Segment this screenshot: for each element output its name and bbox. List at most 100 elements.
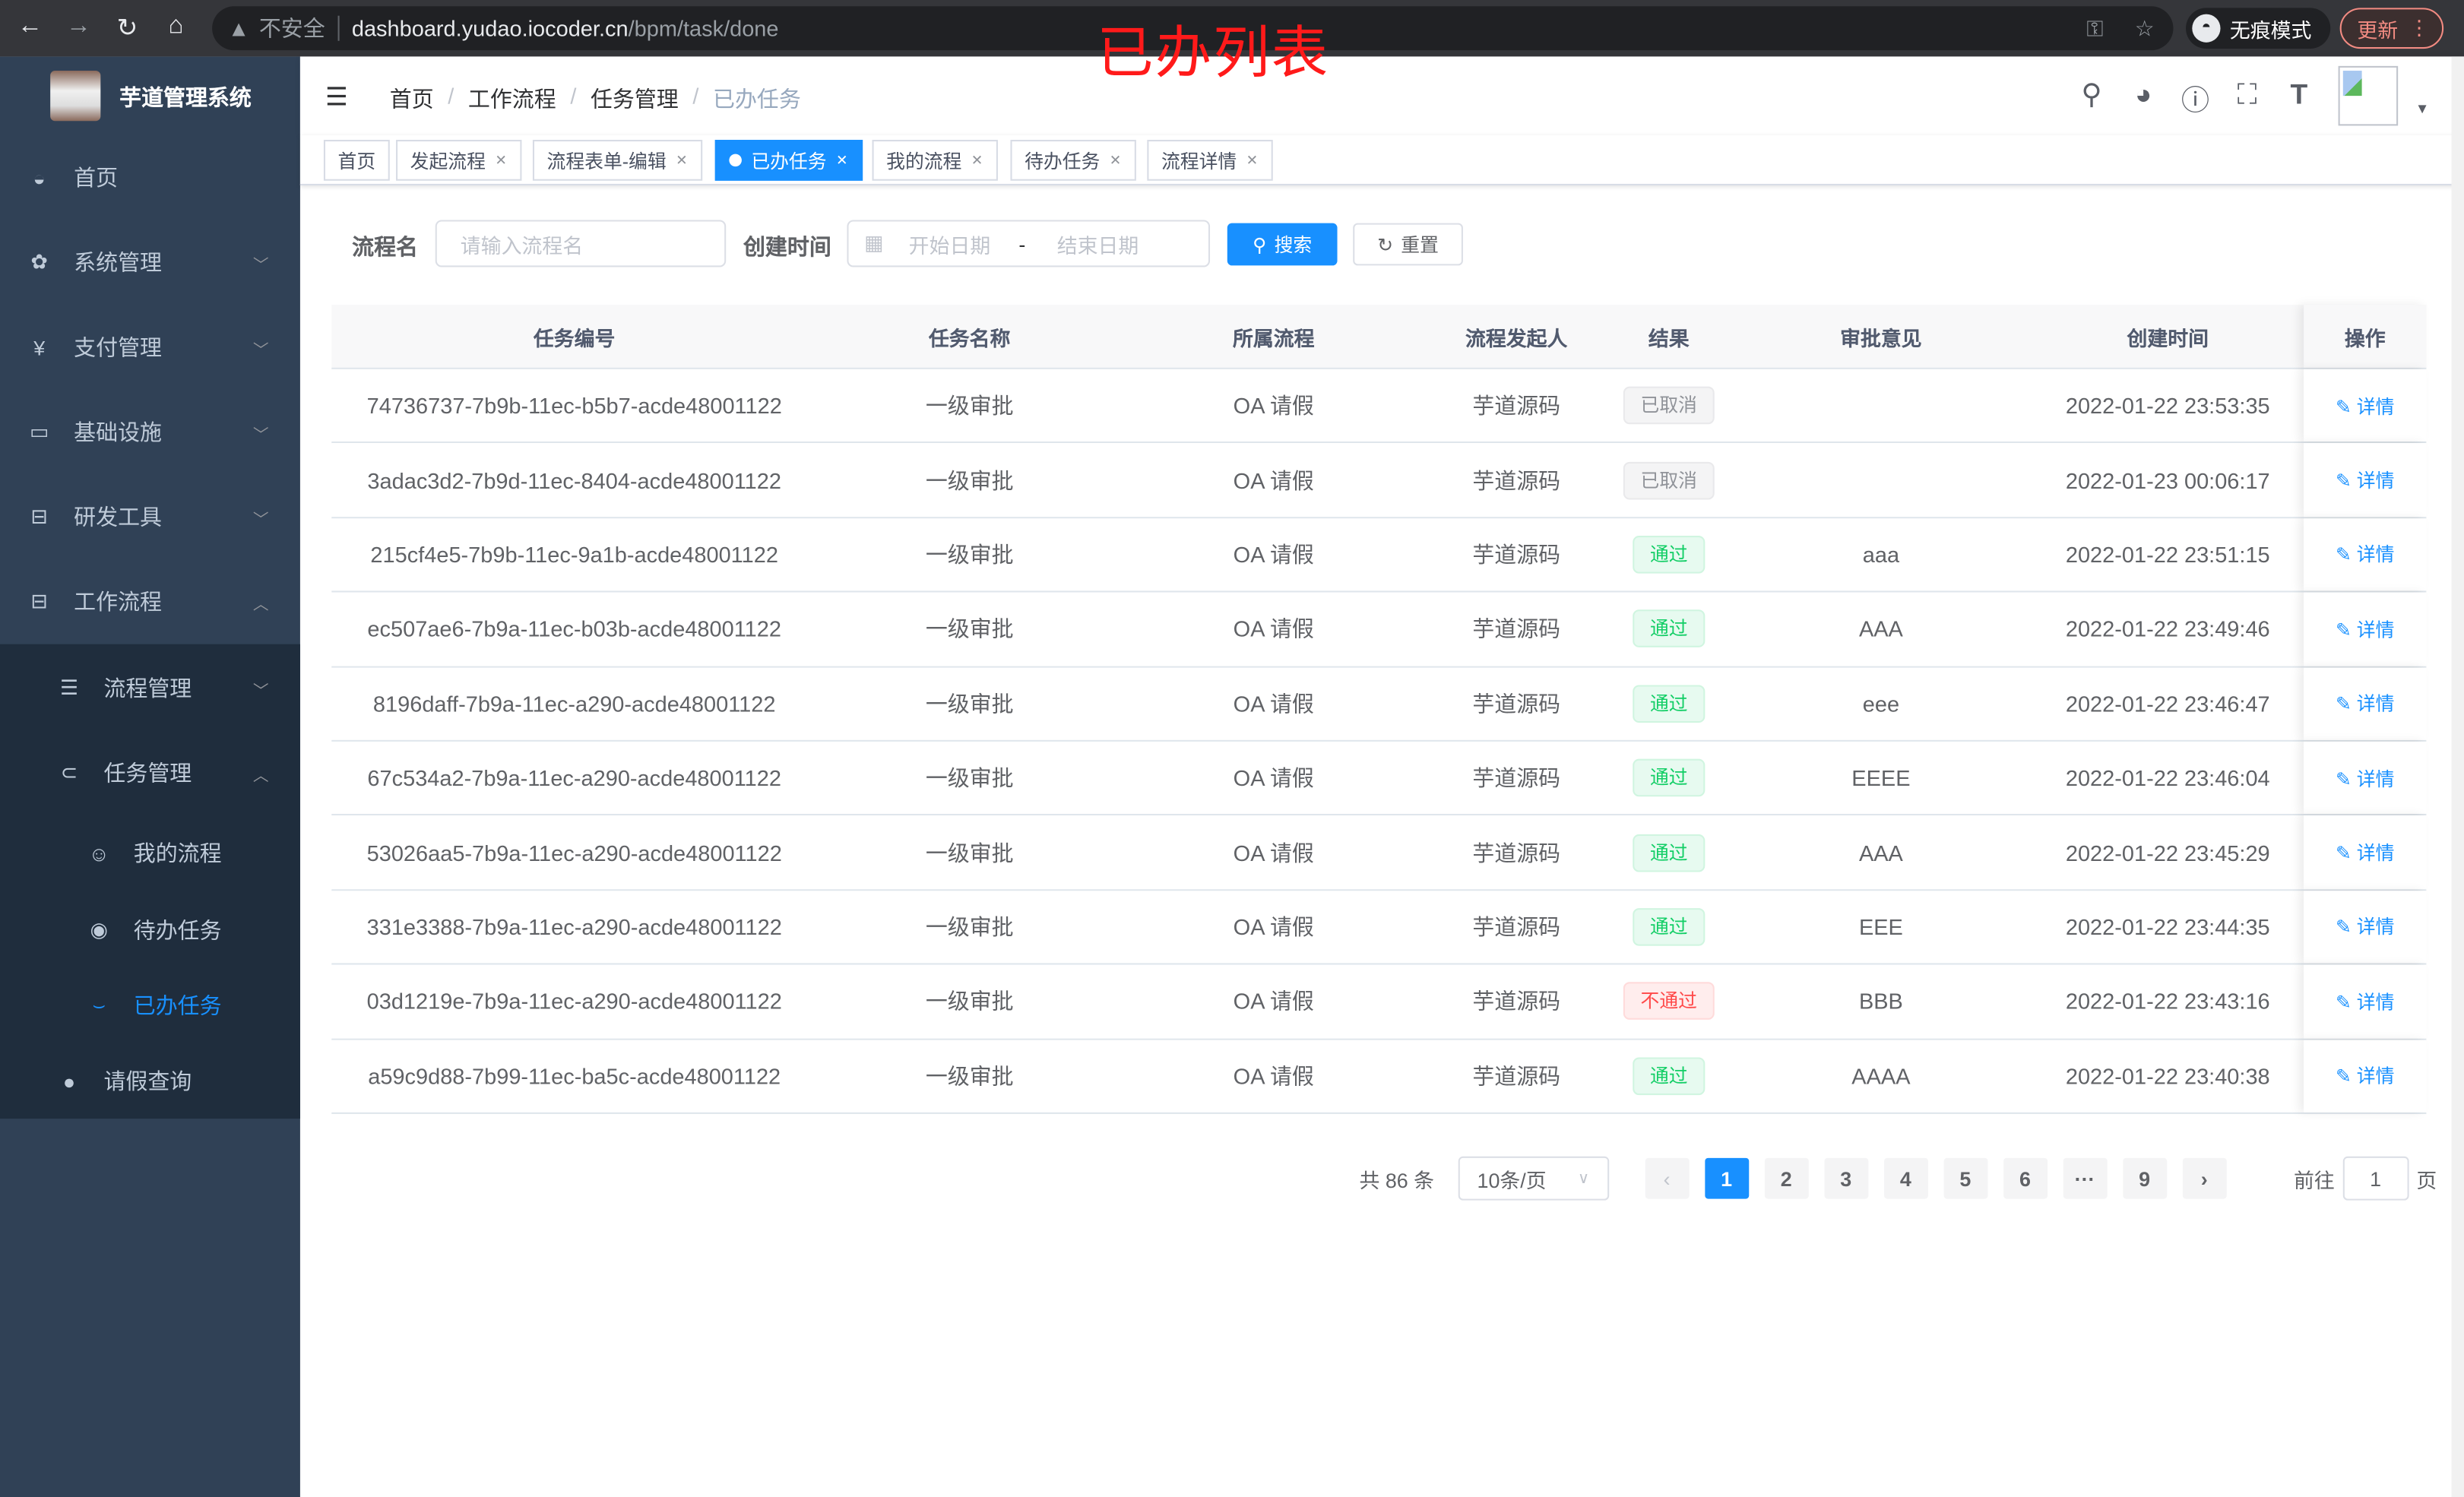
search-icon[interactable]: ⚲ (2081, 78, 2102, 110)
page-size-value: 10条/页 (1477, 1168, 1547, 1192)
placeholder: 请输入流程名 (460, 233, 584, 258)
detail-label: 详情 (2356, 619, 2395, 641)
task-name-cell: 一级审批 (925, 989, 1014, 1014)
forward-icon[interactable]: → (65, 12, 91, 40)
sidebar-item-process-manage[interactable]: ☰ 流程管理 ﹀ (0, 646, 300, 731)
sidebar-item-done[interactable]: ⌣ 已办任务 (0, 968, 300, 1043)
page-button[interactable]: 4 (1883, 1157, 1928, 1199)
update-button[interactable]: 更新 ⋮ (2339, 8, 2444, 49)
task-name-cell: 一级审批 (925, 542, 1014, 568)
tag-home[interactable]: 首页 (323, 140, 390, 181)
comment-cell: EEEE (1851, 765, 1911, 791)
page-button[interactable]: 5 (1943, 1157, 1987, 1199)
close-icon[interactable]: ✕ (1246, 151, 1259, 168)
github-icon[interactable]: ◕ (2134, 78, 2152, 110)
edit-icon: ✎ (2336, 470, 2352, 492)
avatar[interactable] (2338, 65, 2399, 126)
hamburger-icon[interactable]: ☰ (325, 84, 348, 112)
sidebar-item-system[interactable]: ✿ 系统管理 ﹀ (0, 220, 300, 305)
close-icon[interactable]: ✕ (676, 151, 688, 168)
column-header: 流程发起人 (1465, 326, 1568, 350)
tag-form-edit[interactable]: 流程表单-编辑 ✕ (532, 140, 702, 181)
tag-done-tasks[interactable]: 已办任务 ✕ (714, 140, 863, 181)
fullscreen-icon[interactable]: ⛶ (2237, 78, 2257, 110)
detail-button[interactable]: ✎ 详情 (2336, 988, 2394, 1014)
detail-button[interactable]: ✎ 详情 (2336, 541, 2394, 568)
sidebar-item-label: 工作流程 (74, 589, 162, 615)
incognito-badge[interactable]: ◓ 无痕模式 (2186, 8, 2331, 49)
process-name-input[interactable]: 请输入流程名 (435, 220, 727, 267)
breadcrumb-item[interactable]: 首页 (389, 86, 434, 112)
search-button[interactable]: ⚲ 搜索 (1227, 223, 1338, 266)
tag-process-detail[interactable]: 流程详情 ✕ (1147, 140, 1272, 181)
chevron-up-icon: ︿ (252, 596, 269, 614)
sidebar-item-devtools[interactable]: ⊟ 研发工具 ﹀ (0, 474, 300, 559)
comment-cell: eee (1862, 691, 1900, 717)
detail-button[interactable]: ✎ 详情 (2336, 764, 2394, 791)
detail-label: 详情 (2356, 767, 2395, 790)
scrollbar[interactable] (2451, 56, 2464, 1497)
sidebar-item-pay[interactable]: ¥ 支付管理 ﹀ (0, 305, 300, 390)
detail-button[interactable]: ✎ 详情 (2336, 913, 2394, 940)
close-icon[interactable]: ✕ (971, 151, 983, 168)
page-button[interactable]: 6 (2003, 1157, 2048, 1199)
refresh-icon: ↻ (1377, 233, 1393, 255)
breadcrumb-item[interactable]: 工作流程 (467, 86, 556, 112)
more-pages-button[interactable]: ··· (2063, 1157, 2108, 1199)
prev-page-button[interactable]: ‹ (1645, 1157, 1690, 1199)
reset-button[interactable]: ↻ 重置 (1353, 223, 1463, 266)
detail-button[interactable]: ✎ 详情 (2336, 690, 2394, 717)
detail-button[interactable]: ✎ 详情 (2336, 467, 2394, 493)
star-icon[interactable]: ☆ (2134, 14, 2155, 40)
breadcrumb-item[interactable]: 任务管理 (590, 86, 679, 112)
sidebar-item-todo[interactable]: ◉ 待办任务 (0, 892, 300, 967)
create-time-cell: 2022-01-22 23:49:46 (2065, 616, 2270, 642)
sidebar-item-task-manage[interactable]: ⊂ 任务管理 ︿ (0, 730, 300, 815)
update-label: 更新 (2357, 17, 2399, 42)
goto-page-input[interactable]: 1 (2342, 1156, 2409, 1201)
search-icon: ⚲ (1253, 233, 1267, 255)
page-size-select[interactable]: 10条/页 ∨ (1458, 1156, 1609, 1201)
sidebar-item-leave[interactable]: ● 请假查询 (0, 1040, 300, 1122)
comment-cell: AAA (1858, 840, 1903, 866)
detail-button[interactable]: ✎ 详情 (2336, 616, 2394, 642)
close-icon[interactable]: ✕ (495, 151, 507, 168)
back-icon[interactable]: ← (17, 12, 43, 40)
page-button[interactable]: 1 (1704, 1157, 1749, 1199)
task-name-cell: 一级审批 (925, 616, 1014, 642)
tag-todo[interactable]: 待办任务 ✕ (1010, 140, 1135, 181)
chevron-down-icon: ﹀ (252, 257, 269, 274)
sidebar-item-workflow[interactable]: ⊟ 工作流程 ︿ (0, 559, 300, 644)
sidebar-item-my-process[interactable]: ☺ 我的流程 (0, 815, 300, 891)
next-page-button[interactable]: › (2182, 1157, 2227, 1199)
task-name-cell: 一级审批 (925, 765, 1014, 791)
column-header: 任务名称 (928, 326, 1011, 350)
edit-icon: ✎ (2336, 619, 2352, 641)
tag-my-process[interactable]: 我的流程 ✕ (872, 140, 998, 181)
tag-start-process[interactable]: 发起流程 ✕ (396, 140, 521, 181)
page-button[interactable]: 3 (1823, 1157, 1868, 1199)
key-icon[interactable]: ⚿ (2086, 14, 2104, 40)
initiator-cell: 芋道源码 (1472, 914, 1561, 940)
close-icon[interactable]: ✕ (1109, 151, 1122, 168)
sidebar-item-home[interactable]: ◒ 首页 (0, 135, 300, 220)
address-bar[interactable]: ▲ 不安全 dashboard.yudao.iocoder.cn/bpm/tas… (212, 6, 2174, 51)
detail-button[interactable]: ✎ 详情 (2336, 1062, 2394, 1089)
home-icon[interactable]: ⌂ (168, 12, 184, 40)
detail-button[interactable]: ✎ 详情 (2336, 839, 2394, 866)
date-range-picker[interactable]: ▦ 开始日期 - 结束日期 (847, 220, 1211, 267)
font-size-icon[interactable]: T (2290, 78, 2308, 110)
column-header: 结果 (1648, 326, 1690, 350)
toolbox-icon: ⊟ (30, 589, 48, 613)
logo (50, 71, 101, 122)
navbar: ☰ 首页 / 工作流程 / 任务管理 / 已办任务 ⚲ ◕ ⓘ ⛶ T ▼ (299, 56, 2464, 135)
caret-down-icon[interactable]: ▼ (2415, 100, 2430, 117)
sidebar-item-infra[interactable]: ▭ 基础设施 ﹀ (0, 390, 300, 475)
help-icon[interactable]: ⓘ (2181, 84, 2210, 117)
reload-icon[interactable]: ↻ (116, 15, 138, 43)
page-button[interactable]: 9 (2122, 1157, 2167, 1199)
page-button[interactable]: 2 (1764, 1157, 1809, 1199)
url-host: dashboard.yudao.iocoder.cn (351, 15, 629, 41)
close-icon[interactable]: ✕ (835, 151, 848, 168)
detail-button[interactable]: ✎ 详情 (2336, 392, 2394, 419)
